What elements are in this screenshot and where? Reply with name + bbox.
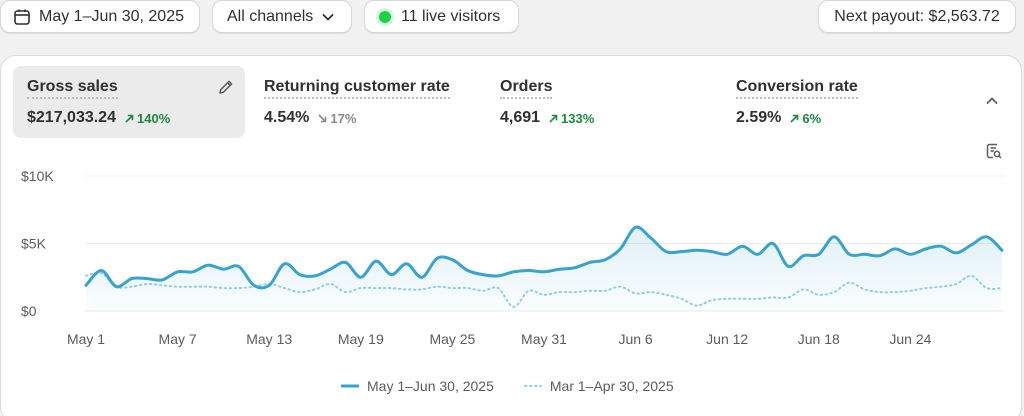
analyze-report-icon[interactable] (985, 142, 1003, 165)
x-tick-label: Jun 18 (798, 331, 840, 347)
metric-change-value: 17% (330, 110, 357, 126)
x-tick-label: May 1 (67, 331, 105, 347)
chart-legend: May 1–Jun 30, 2025 Mar 1–Apr 30, 2025 (341, 378, 674, 394)
calendar-icon (13, 8, 31, 26)
metric-change: 133% (548, 111, 594, 126)
next-payout-button[interactable]: Next payout: $2,563.72 (818, 0, 1016, 33)
metric-conversion-rate[interactable]: Conversion rate 2.59% 6% (722, 66, 950, 138)
metric-change: 17% (317, 111, 356, 126)
legend-item-previous[interactable]: Mar 1–Apr 30, 2025 (523, 378, 674, 394)
previous-period-line (85, 271, 1003, 308)
next-payout-label: Next payout: $2,563.72 (834, 7, 1000, 25)
metric-change: 140% (124, 111, 170, 126)
metric-gross-sales[interactable]: Gross sales $217,033.24 140% (13, 66, 245, 138)
metric-change-value: 6% (802, 110, 822, 126)
current-period-line (84, 225, 1004, 290)
live-visitors-label: 11 live visitors (401, 7, 501, 25)
arrow-down-right-icon (317, 113, 328, 124)
x-tick-label: Jun 24 (889, 331, 931, 347)
metric-value: $217,033.24 (27, 109, 116, 126)
y-tick-label: $10K (21, 168, 54, 184)
metric-label: Gross sales (27, 78, 118, 99)
chevron-down-icon (321, 10, 335, 24)
metric-orders[interactable]: Orders 4,691 133% (486, 66, 714, 138)
x-tick-label: May 25 (429, 331, 475, 347)
solid-line-swatch-icon (341, 384, 359, 388)
metric-change-value: 133% (561, 110, 595, 126)
metric-change-value: 140% (136, 110, 171, 126)
dotted-line-swatch-icon (523, 385, 542, 387)
y-tick-label: $5K (21, 236, 47, 252)
metric-change: 6% (789, 111, 821, 126)
live-visitors-button[interactable]: 11 live visitors (364, 0, 519, 33)
live-indicator-icon (379, 10, 391, 23)
metric-returning-customer-rate[interactable]: Returning customer rate 4.54% 17% (250, 66, 478, 138)
pencil-icon[interactable] (217, 78, 235, 101)
date-range-button[interactable]: May 1–Jun 30, 2025 (0, 0, 200, 33)
legend-label: May 1–Jun 30, 2025 (367, 378, 494, 394)
date-range-label: May 1–Jun 30, 2025 (39, 7, 184, 25)
sales-overview-card: Gross sales $217,033.24 140% Returning c… (0, 55, 1022, 416)
x-tick-label: Jun 12 (706, 331, 748, 347)
legend-item-current[interactable]: May 1–Jun 30, 2025 (341, 378, 494, 394)
x-tick-label: May 7 (159, 331, 197, 347)
channel-filter-button[interactable]: All channels (212, 0, 352, 33)
metric-label: Returning customer rate (264, 78, 450, 99)
x-tick-label: Jun 6 (618, 331, 652, 347)
metric-label: Orders (500, 78, 553, 99)
metric-label: Conversion rate (736, 78, 858, 99)
arrow-up-right-icon (548, 113, 559, 124)
metric-value: 4,691 (500, 109, 541, 126)
x-tick-label: May 19 (338, 331, 384, 347)
channel-filter-label: All channels (227, 7, 314, 25)
legend-label: Mar 1–Apr 30, 2025 (549, 378, 674, 394)
arrow-up-right-icon (124, 113, 135, 124)
x-tick-label: May 31 (521, 331, 567, 347)
chevron-up-icon[interactable] (985, 94, 999, 113)
gross-sales-chart: $10K $5K $0 May 1 May 7 May 13 May 19 May 25 Ma… (21, 168, 1004, 347)
metric-value: 4.54% (264, 109, 310, 126)
y-tick-label: $0 (21, 303, 37, 319)
x-tick-label: May 13 (246, 331, 292, 347)
metric-value: 2.59% (736, 109, 782, 126)
arrow-up-right-icon (789, 113, 800, 124)
